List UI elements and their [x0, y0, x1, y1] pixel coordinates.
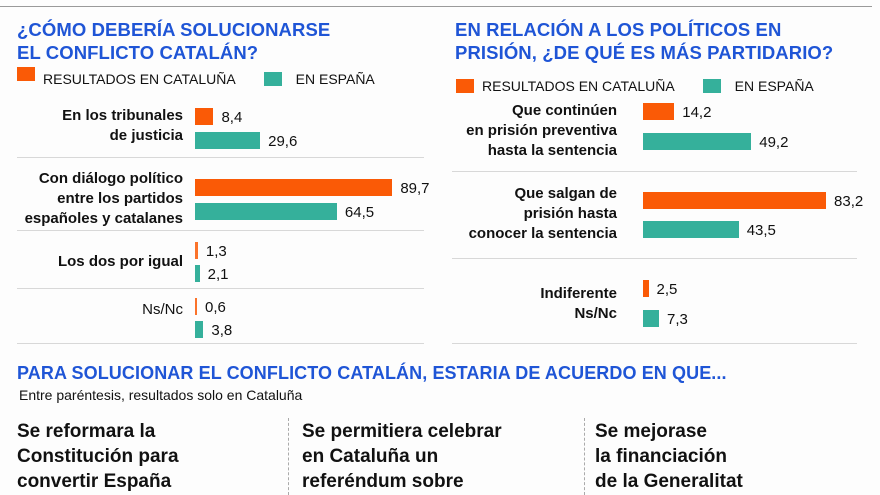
- card-line: Se reformara la: [17, 421, 156, 442]
- group-separator: [452, 258, 857, 259]
- value-label: 8,4: [221, 109, 243, 126]
- category-label: Los dos por igual: [58, 252, 183, 272]
- card-line: convertir España: [17, 471, 172, 492]
- card-line: en Cataluña un: [302, 446, 439, 467]
- value-label: 2,1: [207, 266, 229, 283]
- category-label-line: Indiferente: [540, 285, 617, 302]
- chart-2-legend: RESULTADOS EN CATALUÑA EN ESPAÑA: [456, 78, 814, 94]
- category-label: Que continúen en prisión preventiva hasta …: [466, 101, 617, 161]
- legend-swatch-espana: [702, 79, 721, 93]
- value-label: 29,6: [268, 133, 298, 150]
- value-label: 7,3: [667, 311, 688, 328]
- card-line: la financiación: [595, 446, 727, 467]
- category-label-line: hasta la sentencia: [487, 142, 617, 159]
- group-separator: [17, 288, 424, 289]
- bar-espana: [195, 265, 200, 282]
- top-divider: [0, 6, 872, 7]
- group-separator: [17, 157, 424, 158]
- legend-label: RESULTADOS EN CATALUÑA: [43, 71, 236, 87]
- card-referendum: Se permitiera celebrar en Cataluña un re…: [302, 419, 502, 494]
- category-label: Con diálogo político entre los partidos es…: [25, 169, 183, 229]
- chart-1-legend: RESULTADOS EN CATALUÑA EN ESPAÑA: [17, 67, 375, 87]
- bar-espana: [643, 221, 739, 238]
- category-label-line: conocer la sentencia: [468, 225, 617, 242]
- card-line: referéndum sobre: [302, 471, 464, 492]
- legend-item-cataluna: RESULTADOS EN CATALUÑA: [17, 67, 236, 87]
- chart-2-title-line: PRISIÓN, ¿DE QUÉ ES MÁS PARTIDARIO?: [455, 42, 834, 63]
- value-label: 1,3: [205, 243, 227, 260]
- value-label: 64,5: [344, 204, 375, 221]
- category-label-line: españoles y catalanes: [24, 210, 183, 227]
- bar-espana: [643, 133, 752, 150]
- chart-2-title: EN RELACIÓN A LOS POLÍTICOS EN PRISIÓN, …: [455, 18, 833, 64]
- category-label: Ns/Nc: [142, 300, 183, 320]
- bar-espana: [195, 132, 261, 149]
- bar-espana: [195, 321, 204, 338]
- legend-swatch-cataluna: [17, 67, 35, 81]
- category-label-line: entre los partidos: [57, 190, 183, 207]
- legend-label: EN ESPAÑA: [295, 71, 375, 87]
- legend-item-espana: EN ESPAÑA: [702, 78, 814, 94]
- card-line: de la Generalitat: [595, 471, 743, 492]
- legend-item-cataluna: RESULTADOS EN CATALUÑA: [456, 78, 675, 94]
- category-label-line: Que salgan de: [514, 185, 617, 202]
- chart-1-title: ¿CÓMO DEBERÍA SOLUCIONARSE EL CONFLICTO …: [17, 18, 330, 64]
- card-line: Constitución para: [17, 446, 179, 467]
- card-divider: [584, 418, 585, 495]
- category-label-line: prisión hasta: [523, 205, 617, 222]
- card-line: Se permitiera celebrar: [302, 421, 502, 442]
- bottom-note: Entre paréntesis, resultados solo en Cat…: [19, 387, 303, 403]
- card-line: Se mejorase: [595, 421, 707, 442]
- category-label-line: de justicia: [109, 127, 183, 144]
- bar-cataluna: [195, 108, 214, 125]
- category-label: En los tribunales de justicia: [62, 106, 183, 146]
- chart-2-title-line: EN RELACIÓN A LOS POLÍTICOS EN: [455, 19, 782, 40]
- bar-espana: [195, 203, 337, 220]
- bottom-title: PARA SOLUCIONAR EL CONFLICTO CATALÁN, ES…: [17, 363, 727, 383]
- value-label: 14,2: [682, 104, 712, 121]
- legend-label: RESULTADOS EN CATALUÑA: [482, 78, 675, 94]
- card-financiacion: Se mejorase la financiación de la Genera…: [595, 419, 743, 494]
- category-label-line: Con diálogo político: [38, 170, 183, 187]
- bar-cataluna: [195, 179, 393, 196]
- card-divider: [288, 418, 289, 495]
- category-label-line: En los tribunales: [62, 107, 183, 124]
- legend-label: EN ESPAÑA: [734, 78, 814, 94]
- legend-item-espana: EN ESPAÑA: [263, 71, 375, 87]
- group-separator: [17, 343, 424, 344]
- bar-cataluna: [643, 280, 649, 297]
- value-label: 0,6: [205, 299, 226, 316]
- chart-1-title-line: EL CONFLICTO CATALÁN?: [17, 42, 259, 63]
- legend-swatch-cataluna: [456, 79, 474, 93]
- group-separator: [452, 171, 857, 172]
- legend-swatch-espana: [263, 72, 282, 86]
- category-label: Que salgan de prisión hasta conocer la sen…: [469, 184, 617, 244]
- bar-cataluna: [195, 298, 197, 315]
- bar-espana: [643, 310, 660, 327]
- bar-cataluna: [195, 242, 198, 259]
- bar-cataluna: [643, 192, 827, 209]
- value-label: 83,2: [834, 193, 864, 210]
- value-label: 2,5: [656, 281, 678, 298]
- category-label-line: Los dos por igual: [57, 253, 183, 270]
- chart-1-title-line: ¿CÓMO DEBERÍA SOLUCIONARSE: [17, 19, 331, 40]
- category-label-line: Ns/Nc: [142, 301, 183, 318]
- category-label-line: Ns/Nc: [574, 305, 617, 322]
- group-separator: [17, 230, 424, 231]
- value-label: 3,8: [211, 322, 233, 339]
- value-label: 49,2: [759, 134, 789, 151]
- card-constitucion: Se reformara la Constitución para conver…: [17, 419, 179, 494]
- value-label: 89,7: [400, 180, 430, 197]
- value-label: 43,5: [746, 222, 776, 239]
- category-label: Indiferente Ns/Nc: [540, 284, 617, 324]
- category-label-line: en prisión preventiva: [466, 122, 617, 139]
- category-label-line: Que continúen: [512, 102, 617, 119]
- group-separator: [452, 343, 857, 344]
- bar-cataluna: [643, 103, 675, 120]
